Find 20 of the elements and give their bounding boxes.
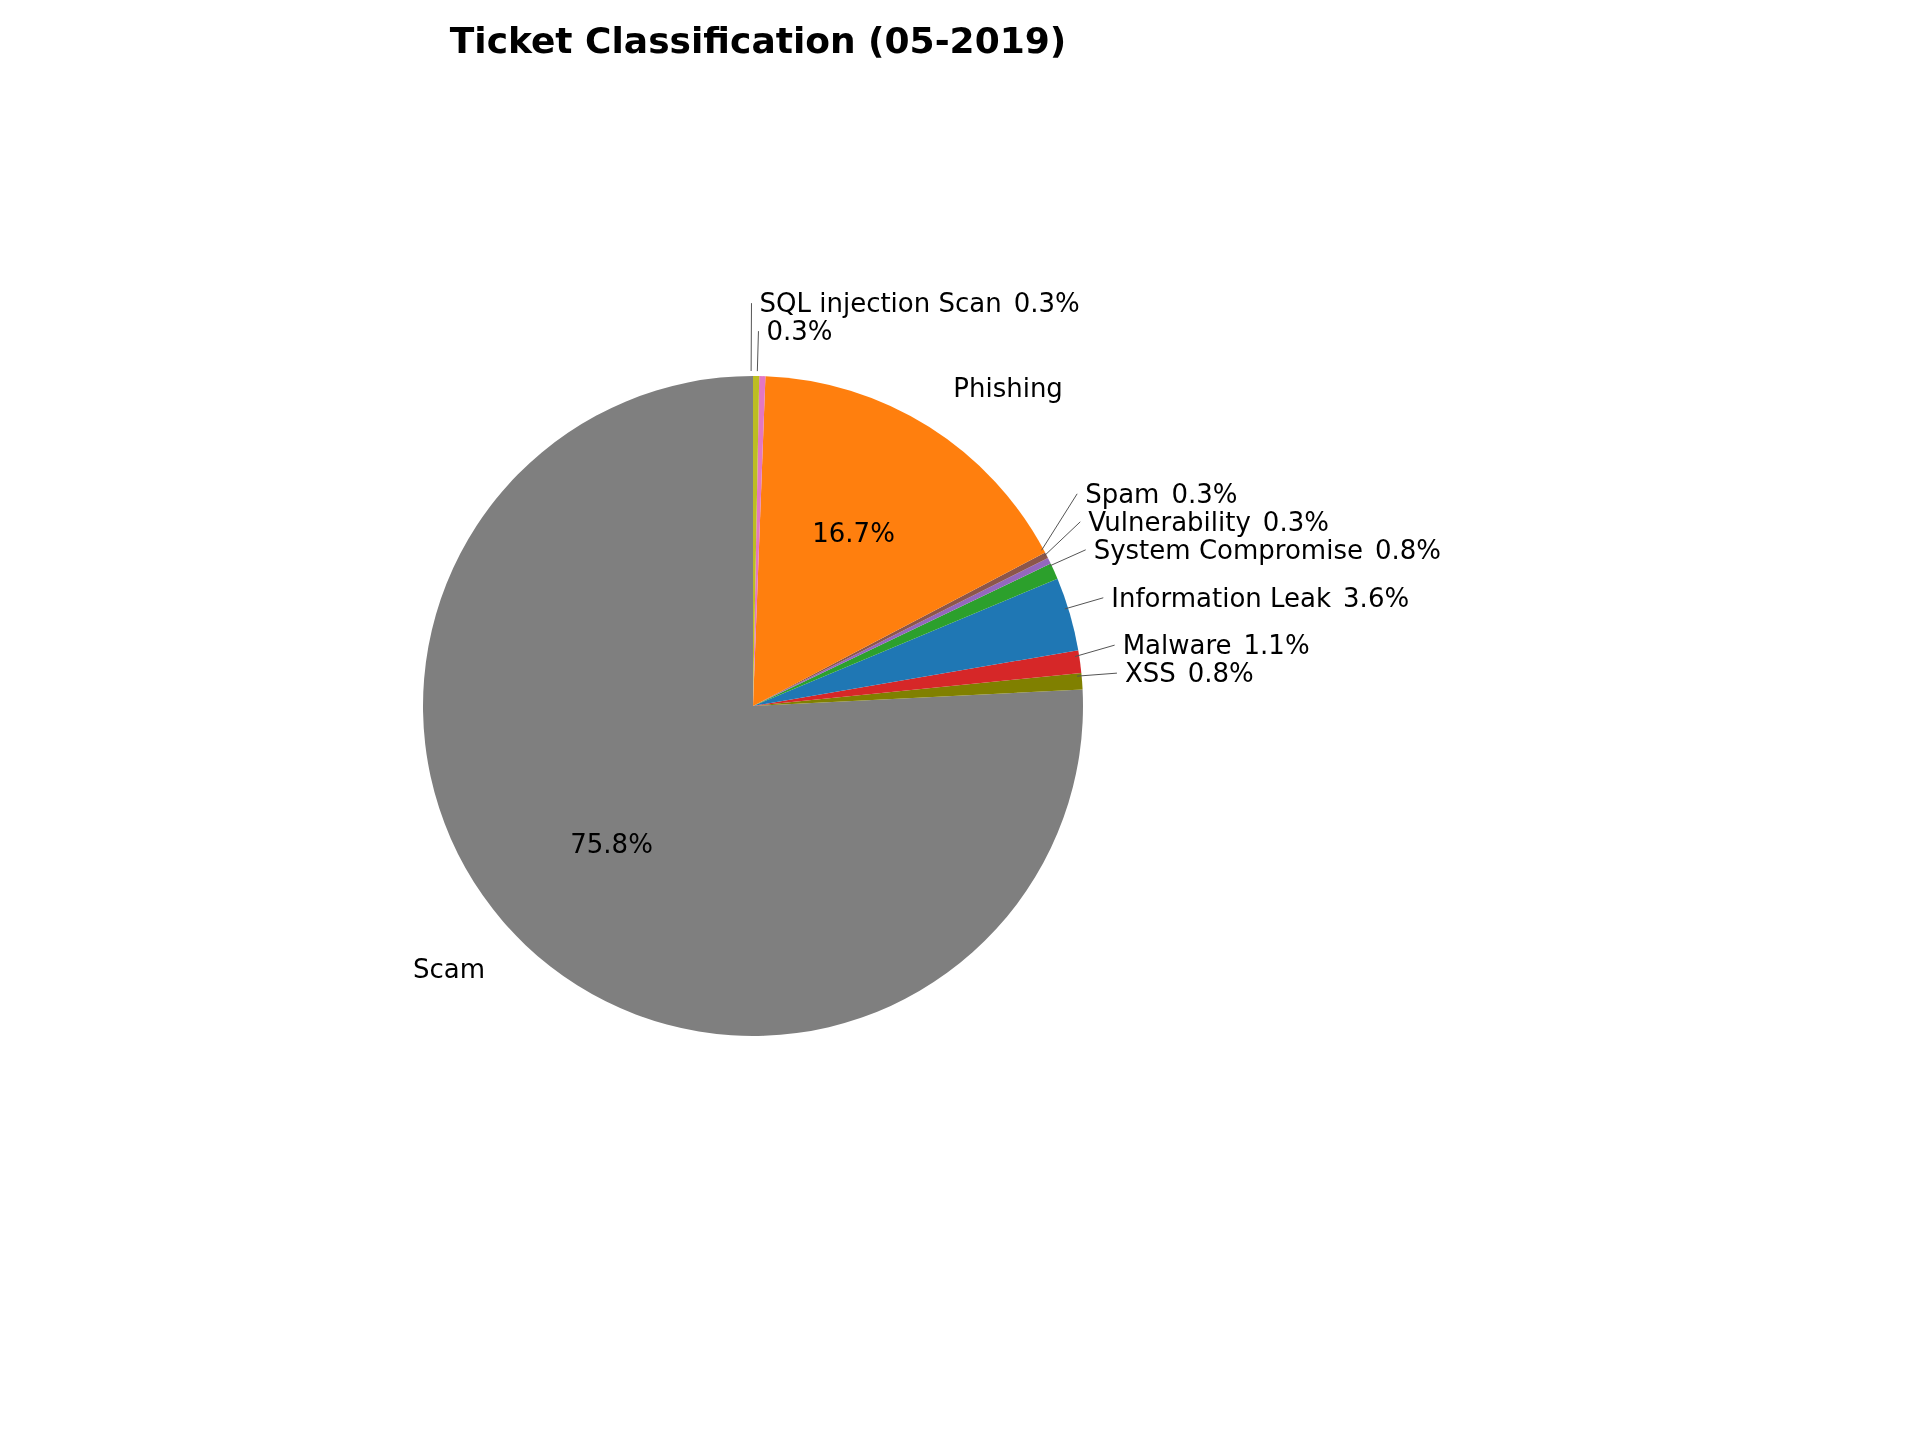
pie-slice [753, 650, 1082, 706]
data-label: 0.8% [1187, 658, 1254, 689]
chart-title: Ticket Classification (05-2019) [448, 20, 1068, 61]
pie-slice [753, 578, 1079, 706]
slice-label: Information Leak [1111, 582, 1332, 613]
slice-label: Malware [1122, 630, 1232, 661]
data-label: 0.3% [766, 316, 833, 347]
data-label: 0.3% [1171, 478, 1238, 509]
slice-label: Scam [412, 954, 486, 985]
data-label: 3.6% [1343, 582, 1410, 613]
slice-label: Spam [1085, 478, 1160, 509]
slice-label: SQL injection Scan [759, 288, 1002, 319]
data-label: 0.3% [1013, 288, 1080, 319]
slice-label: XSS [1124, 658, 1176, 689]
data-label: 0.8% [1374, 534, 1441, 565]
data-label: 75.8% [570, 829, 653, 860]
data-label: 0.3% [1262, 506, 1329, 537]
data-label: 1.1% [1243, 630, 1310, 661]
slice-label: Phishing [953, 372, 1063, 403]
data-label: 16.7% [812, 518, 895, 549]
